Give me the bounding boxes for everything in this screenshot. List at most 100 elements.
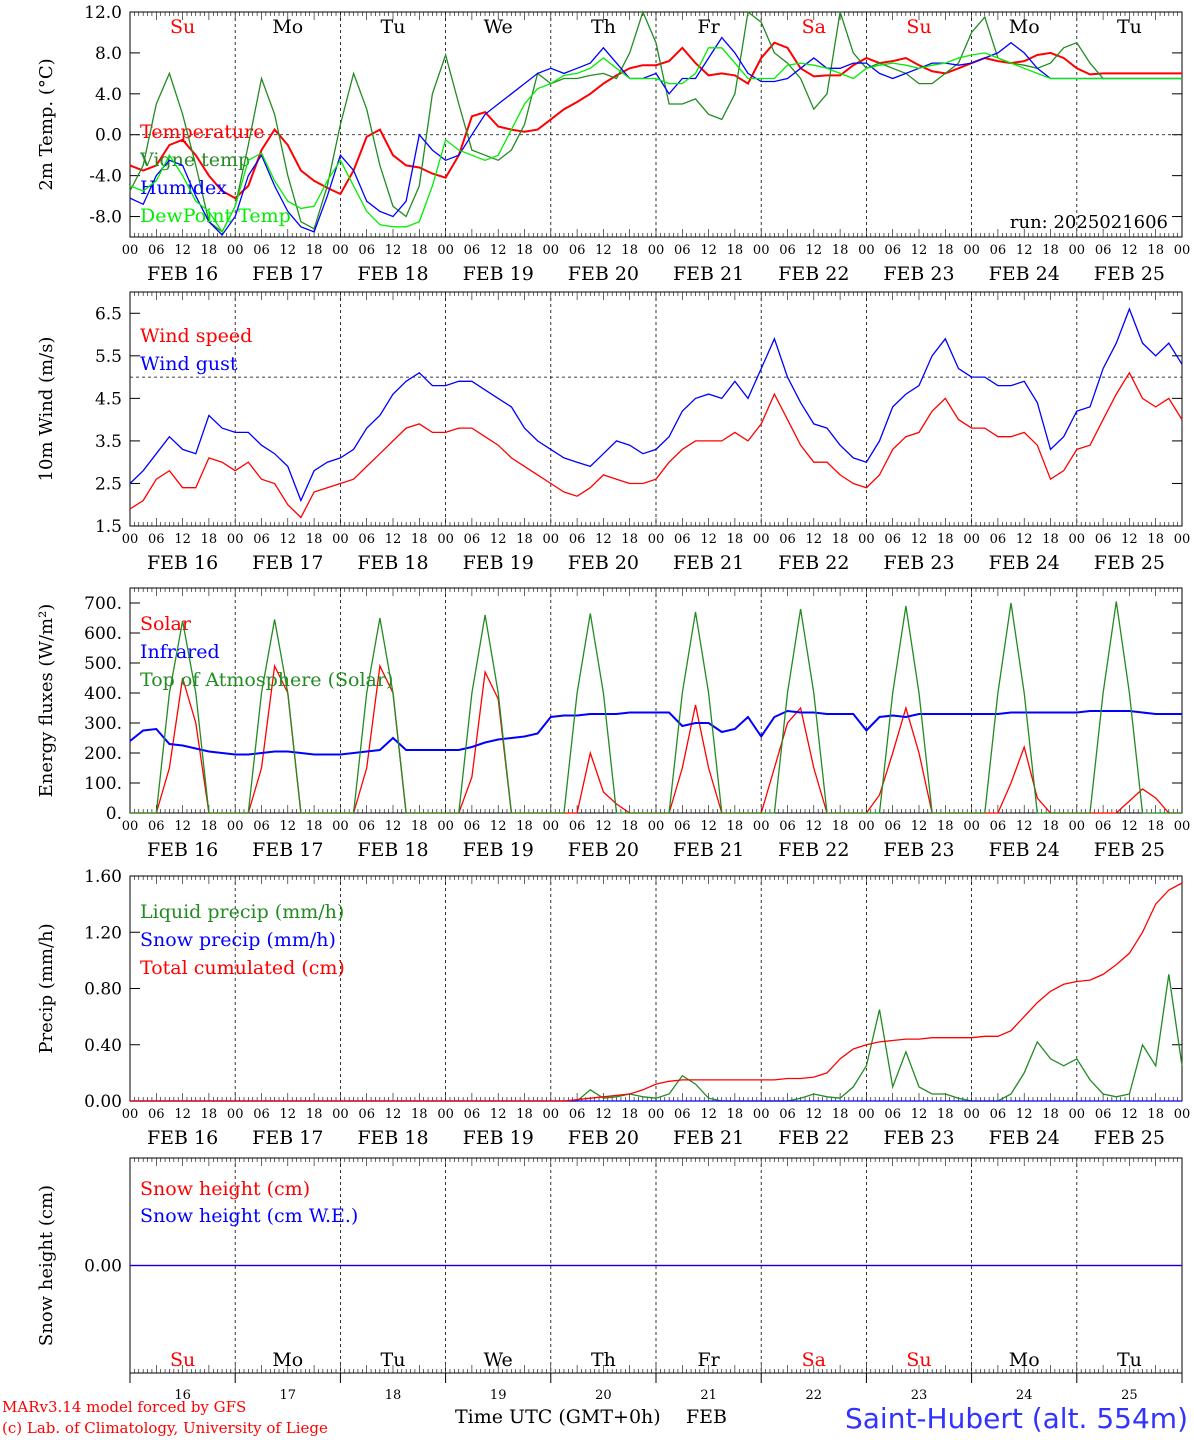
hour-tick-label: 00 xyxy=(753,243,770,258)
y-axis-label: 2m Temp. (°C) xyxy=(36,58,57,190)
hour-tick-label: 00 xyxy=(1174,532,1191,547)
hour-tick-label: 18 xyxy=(621,819,638,834)
date-label: FEB 20 xyxy=(568,1127,639,1149)
hour-tick-label: 06 xyxy=(253,819,270,834)
hour-tick-label: 18 xyxy=(832,819,849,834)
hour-tick-label: 18 xyxy=(201,243,218,258)
weekday-label: Su xyxy=(906,1349,931,1371)
hour-tick-label: 18 xyxy=(516,1107,533,1122)
hour-tick-label: 06 xyxy=(884,243,901,258)
hour-tick-label: 06 xyxy=(569,243,586,258)
hour-tick-label: 00 xyxy=(753,1107,770,1122)
date-label: FEB 16 xyxy=(147,552,218,574)
weekday-label: Fr xyxy=(697,1349,720,1371)
hour-tick-label: 12 xyxy=(700,1107,717,1122)
date-label: FEB 22 xyxy=(778,1127,849,1149)
hour-tick-label: 12 xyxy=(280,1107,297,1122)
hour-tick-label: 18 xyxy=(516,243,533,258)
hour-tick-label: 12 xyxy=(595,532,612,547)
hour-tick-label: 18 xyxy=(201,532,218,547)
hour-tick-label: 06 xyxy=(569,532,586,547)
y-tick-label: 600. xyxy=(84,624,122,644)
legend-entry: Temperature xyxy=(140,121,264,143)
hour-tick-label: 12 xyxy=(700,532,717,547)
legend-entry: Humidex xyxy=(140,177,227,199)
y-tick-label: 1.60 xyxy=(84,867,122,887)
weekday-label: Mo xyxy=(1009,1349,1040,1371)
day-number-label: 16 xyxy=(174,1388,191,1403)
hour-tick-label: 00 xyxy=(1174,1107,1191,1122)
day-number-label: 21 xyxy=(700,1388,717,1403)
hour-tick-label: 18 xyxy=(1042,1107,1059,1122)
hour-tick-label: 00 xyxy=(122,532,139,547)
weekday-label: Fr xyxy=(697,16,720,38)
plot-frame xyxy=(129,587,1183,814)
hour-tick-label: 12 xyxy=(174,532,191,547)
hour-tick-label: 12 xyxy=(385,243,402,258)
hour-tick-label: 12 xyxy=(385,532,402,547)
hour-tick-label: 18 xyxy=(306,243,323,258)
date-label: FEB 24 xyxy=(989,263,1060,285)
weekday-label: Tu xyxy=(381,1349,406,1371)
y-tick-label: 100. xyxy=(84,774,122,794)
date-label: FEB 16 xyxy=(147,263,218,285)
hour-tick-label: 12 xyxy=(1121,243,1138,258)
hour-tick-label: 12 xyxy=(806,243,823,258)
legend-entry: Wind gust xyxy=(140,353,238,375)
hour-tick-label: 12 xyxy=(1016,1107,1033,1122)
hour-tick-label: 18 xyxy=(1042,243,1059,258)
hour-tick-label: 12 xyxy=(280,243,297,258)
weekday-label: Th xyxy=(591,1349,616,1371)
hour-tick-label: 12 xyxy=(911,1107,928,1122)
hour-tick-label: 06 xyxy=(884,1107,901,1122)
legend-entry: DewPoint Temp xyxy=(140,205,291,227)
date-label: FEB 20 xyxy=(568,839,639,861)
y-axis-label: Precip (mm/h) xyxy=(36,923,57,1053)
panel-4: 1.60 1.20 0.80 0.40 0.00 Precip (mm/h) Liquid … xyxy=(36,867,1190,1149)
date-label: FEB 19 xyxy=(463,263,534,285)
weekday-label: We xyxy=(484,1349,513,1371)
hour-tick-label: 00 xyxy=(543,532,560,547)
series-line-2 xyxy=(129,307,1183,503)
hour-tick-label: 18 xyxy=(1147,532,1164,547)
date-label: FEB 16 xyxy=(147,1127,218,1149)
hour-tick-label: 18 xyxy=(306,532,323,547)
date-label: FEB 17 xyxy=(252,263,323,285)
hour-tick-label: 06 xyxy=(779,1107,796,1122)
hour-tick-label: 06 xyxy=(569,819,586,834)
date-label: FEB 19 xyxy=(463,552,534,574)
y-tick-label: 4.5 xyxy=(95,389,122,409)
hour-tick-label: 00 xyxy=(437,243,454,258)
hour-tick-label: 18 xyxy=(832,243,849,258)
y-tick-label: 12.0 xyxy=(84,3,122,23)
date-label: FEB 20 xyxy=(568,263,639,285)
weekday-label: Su xyxy=(170,1349,195,1371)
hour-tick-label: 00 xyxy=(227,1107,244,1122)
hour-tick-label: 06 xyxy=(990,819,1007,834)
legend-entry: Wind speed xyxy=(140,325,252,347)
y-tick-label: 300. xyxy=(84,714,122,734)
hour-tick-label: 06 xyxy=(779,532,796,547)
hour-tick-label: 18 xyxy=(727,1107,744,1122)
y-tick-label: 3.5 xyxy=(95,432,122,452)
hour-tick-label: 18 xyxy=(621,243,638,258)
hour-tick-label: 00 xyxy=(858,532,875,547)
hour-tick-label: 00 xyxy=(227,243,244,258)
weekday-label: Mo xyxy=(272,16,303,38)
hour-tick-label: 06 xyxy=(779,243,796,258)
hour-tick-label: 06 xyxy=(253,1107,270,1122)
hour-tick-label: 06 xyxy=(569,1107,586,1122)
hour-tick-label: 00 xyxy=(858,819,875,834)
hour-tick-label: 12 xyxy=(490,1107,507,1122)
date-label: FEB 23 xyxy=(883,552,954,574)
day-number-label: 20 xyxy=(595,1388,612,1403)
hour-tick-label: 12 xyxy=(385,1107,402,1122)
hour-tick-label: 00 xyxy=(122,819,139,834)
hour-tick-label: 18 xyxy=(1147,1107,1164,1122)
date-label: FEB 18 xyxy=(357,1127,428,1149)
weekday-label: Su xyxy=(906,16,931,38)
hour-tick-label: 00 xyxy=(543,1107,560,1122)
hour-tick-label: 00 xyxy=(963,1107,980,1122)
hour-tick-label: 06 xyxy=(1095,1107,1112,1122)
